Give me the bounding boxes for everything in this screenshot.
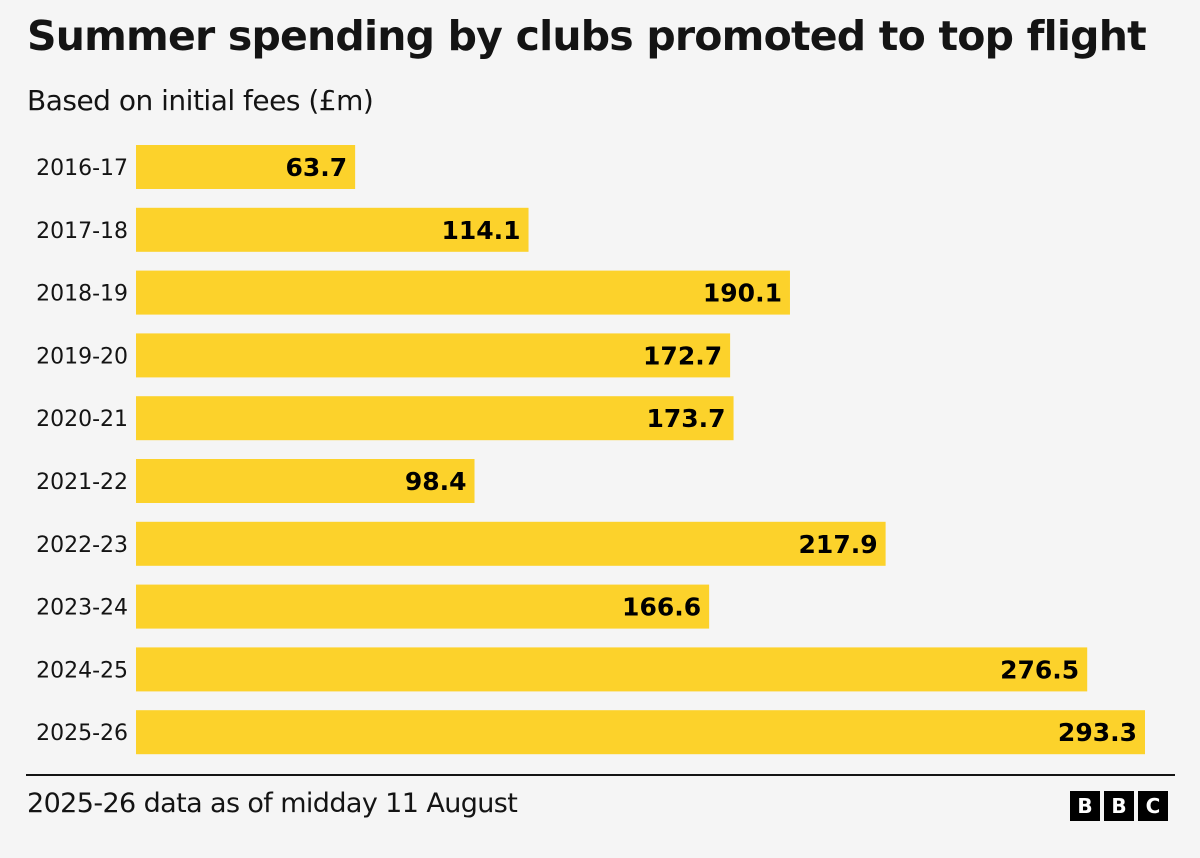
- data-label: 114.1: [441, 216, 520, 245]
- bar: [136, 584, 710, 629]
- bar: [136, 647, 1088, 692]
- bar-row: 2018-19 190.1: [36, 270, 790, 315]
- chart-subtitle: Based on initial fees (£m): [27, 84, 374, 117]
- category-label: 2018-19: [36, 282, 128, 307]
- bbc-logo: B B C: [1070, 791, 1168, 821]
- logo-letter: C: [1138, 791, 1168, 821]
- category-label: 2017-18: [36, 219, 128, 244]
- category-label: 2016-17: [36, 156, 128, 181]
- bar: [136, 207, 529, 252]
- data-label: 276.5: [1000, 655, 1079, 684]
- chart-title: Summer spending by clubs promoted to top…: [27, 12, 1147, 60]
- bar: [136, 333, 731, 378]
- bar: [136, 710, 1145, 755]
- data-label: 166.6: [622, 593, 701, 622]
- data-label: 98.4: [405, 467, 467, 496]
- category-label: 2024-25: [36, 658, 128, 683]
- data-label: 190.1: [703, 279, 782, 308]
- bar: [136, 270, 790, 315]
- category-label: 2021-22: [36, 470, 128, 495]
- logo-letter: B: [1070, 791, 1100, 821]
- category-label: 2020-21: [36, 407, 128, 432]
- bar: [136, 459, 475, 503]
- category-label: 2022-23: [36, 533, 128, 558]
- bar-row: 2021-22 98.4: [36, 459, 475, 503]
- data-label: 293.3: [1058, 718, 1137, 747]
- category-label: 2025-26: [36, 721, 128, 746]
- category-label: 2019-20: [36, 344, 128, 369]
- data-label: 217.9: [799, 530, 878, 559]
- footer-divider: [26, 774, 1175, 776]
- bar: [136, 521, 886, 566]
- bar-row: 2016-17 63.7: [36, 145, 356, 189]
- category-label: 2023-24: [36, 596, 128, 621]
- data-label: 63.7: [285, 153, 347, 182]
- bar-row: 2017-18 114.1: [36, 207, 529, 252]
- footnote: 2025-26 data as of midday 11 August: [27, 788, 518, 819]
- bar: [136, 396, 734, 441]
- logo-letter: B: [1104, 791, 1134, 821]
- bar-row: 2019-20 172.7: [36, 333, 731, 378]
- bar-row: 2020-21 173.7: [36, 396, 734, 441]
- bar: [136, 145, 356, 189]
- bar-row: 2022-23 217.9: [36, 521, 886, 566]
- bar-row: 2025-26 293.3: [36, 710, 1145, 755]
- data-label: 173.7: [646, 404, 725, 433]
- bar-row: 2023-24 166.6: [36, 584, 710, 629]
- data-label: 172.7: [643, 341, 722, 370]
- bar-row: 2024-25 276.5: [36, 647, 1088, 692]
